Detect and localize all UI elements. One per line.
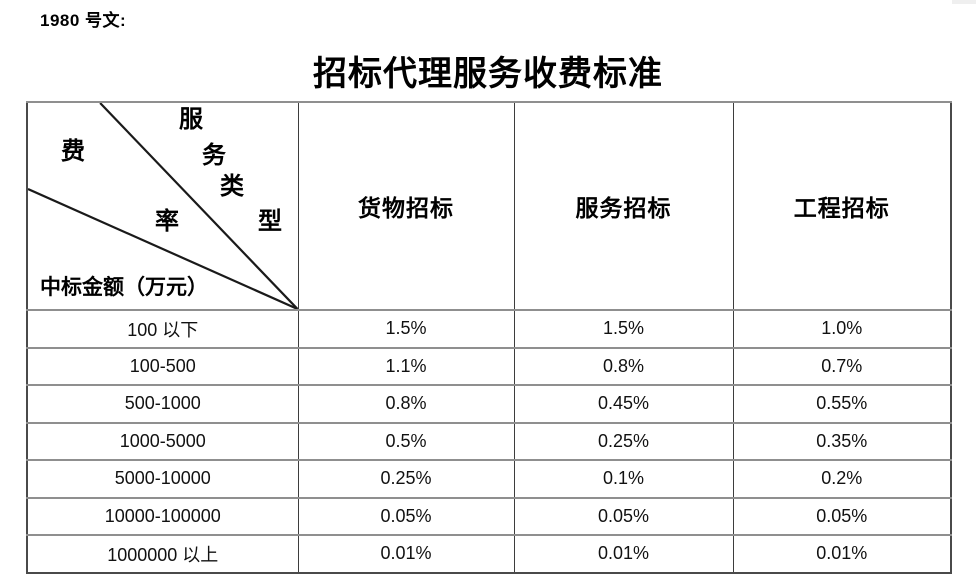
fee-value-cell: 1.5%	[297, 309, 514, 348]
fee-value-cell: 0.25%	[513, 421, 733, 460]
fee-value-cell: 0.7%	[732, 346, 951, 385]
fee-value-cell: 0.2%	[732, 459, 951, 498]
corner-label-service-type-char: 型	[258, 209, 282, 235]
fee-value-cell: 0.1%	[513, 459, 733, 498]
fee-value-cell: 0.8%	[513, 346, 733, 385]
table-row: 500-1000 0.8% 0.45% 0.55%	[26, 384, 951, 423]
corner-label-fee-rate-char: 率	[155, 209, 179, 235]
table-row: 5000-10000 0.25% 0.1% 0.2%	[26, 459, 951, 498]
amount-range-cell: 100 以下	[26, 309, 298, 348]
fee-value-cell: 1.0%	[732, 309, 951, 348]
corner-label-service-type-char: 类	[220, 174, 244, 200]
fee-value-cell: 0.05%	[732, 496, 951, 535]
fee-value-cell: 1.1%	[297, 346, 514, 385]
table-row: 100 以下 1.5% 1.5% 1.0%	[26, 309, 951, 348]
scrollbar-fragment	[952, 0, 976, 4]
corner-label-service-type-char: 服	[179, 107, 203, 133]
table-row: 1000-5000 0.5% 0.25% 0.35%	[26, 421, 951, 460]
amount-range-cell: 1000000 以上	[26, 534, 298, 573]
amount-range-cell: 1000-5000	[26, 421, 298, 460]
amount-range-cell: 500-1000	[26, 384, 298, 423]
corner-label-service-type-char: 务	[202, 143, 226, 169]
column-header-service-tender: 服务招标	[513, 101, 733, 310]
amount-range-cell: 100-500	[26, 346, 298, 385]
fee-value-cell: 0.25%	[297, 459, 514, 498]
fee-value-cell: 0.35%	[732, 421, 951, 460]
fee-value-cell: 0.8%	[297, 384, 514, 423]
page-title: 招标代理服务收费标准	[313, 56, 663, 93]
column-header-works-tender: 工程招标	[732, 101, 951, 310]
column-header-goods-tender: 货物招标	[297, 101, 514, 310]
table-row: 10000-100000 0.05% 0.05% 0.05%	[26, 496, 951, 535]
amount-range-cell: 10000-100000	[26, 496, 298, 535]
fee-standard-table: 服 务 类 型 费 率 中标金额（万元） 货物招标 服务招标 工程招标 100 …	[26, 101, 952, 574]
fee-value-cell: 0.05%	[297, 496, 514, 535]
fee-value-cell: 0.05%	[513, 496, 733, 535]
fee-value-cell: 0.01%	[297, 534, 514, 573]
fee-value-cell: 1.5%	[513, 309, 733, 348]
fee-value-cell: 0.45%	[513, 384, 733, 423]
corner-label-fee-rate-char: 费	[61, 139, 85, 165]
table-row: 1000000 以上 0.01% 0.01% 0.01%	[26, 534, 951, 573]
table-row: 100-500 1.1% 0.8% 0.7%	[26, 346, 951, 385]
table-header-row: 服 务 类 型 费 率 中标金额（万元） 货物招标 服务招标 工程招标	[26, 101, 951, 310]
fee-value-cell: 0.01%	[513, 534, 733, 573]
corner-label-bid-amount: 中标金额（万元）	[40, 275, 208, 299]
diagonal-corner-cell: 服 务 类 型 费 率 中标金额（万元）	[26, 101, 298, 310]
diagonal-lines	[28, 104, 298, 309]
document-number-label: 1980 号文:	[40, 11, 127, 30]
fee-value-cell: 0.01%	[732, 534, 951, 573]
amount-range-cell: 5000-10000	[26, 459, 298, 498]
fee-value-cell: 0.5%	[297, 421, 514, 460]
fee-value-cell: 0.55%	[732, 384, 951, 423]
